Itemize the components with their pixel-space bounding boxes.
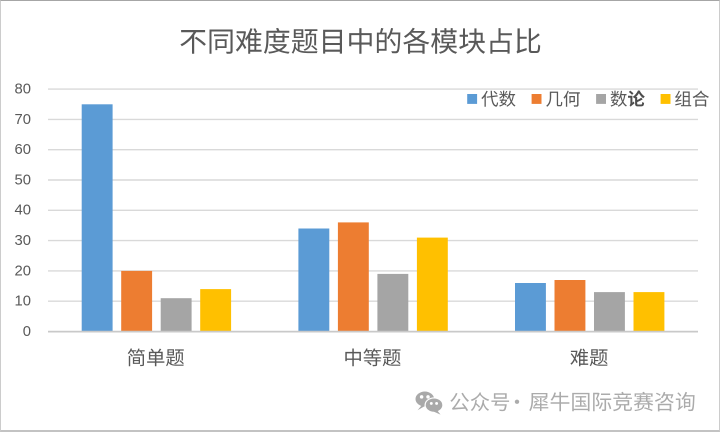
svg-text:20: 20: [15, 263, 31, 279]
svg-text:80: 80: [15, 82, 31, 98]
svg-text:60: 60: [15, 142, 31, 158]
svg-text:70: 70: [15, 112, 31, 128]
svg-text:30: 30: [15, 233, 31, 249]
svg-text:40: 40: [15, 203, 31, 219]
svg-text:10: 10: [15, 294, 31, 310]
svg-text:50: 50: [15, 172, 31, 188]
svg-text:0: 0: [23, 324, 31, 340]
